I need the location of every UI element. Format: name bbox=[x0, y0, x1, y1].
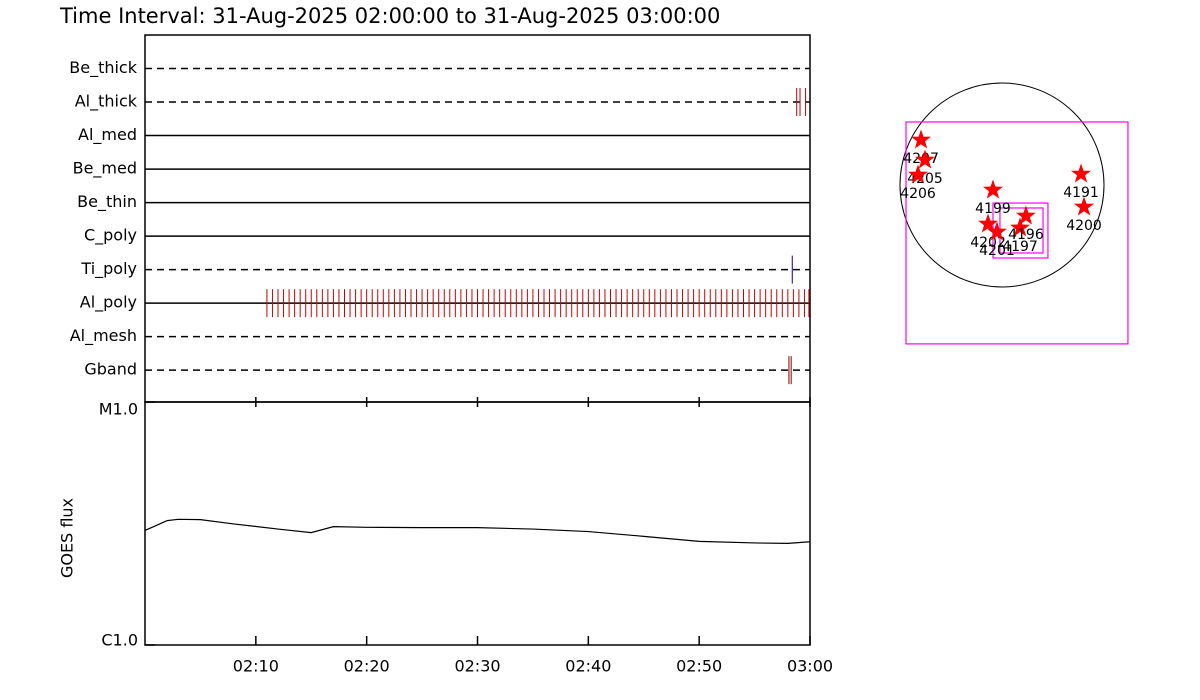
active-region bbox=[983, 179, 1003, 199]
active-region-label: 4197 bbox=[1002, 239, 1038, 255]
active-region bbox=[908, 164, 928, 184]
active-region bbox=[1074, 196, 1094, 216]
row-label: Be_med bbox=[73, 159, 137, 179]
row-label: Al_med bbox=[78, 125, 137, 145]
field-of-view bbox=[905, 121, 1129, 345]
x-tick-label: 02:10 bbox=[233, 657, 279, 676]
active-region bbox=[915, 149, 935, 169]
x-tick-label: 02:20 bbox=[344, 657, 390, 676]
row-label: Be_thick bbox=[69, 58, 137, 78]
active-region-label: 4196 bbox=[1008, 227, 1044, 243]
solar-disk bbox=[899, 82, 1105, 288]
y-tick-label: M1.0 bbox=[99, 400, 138, 419]
goes-frame bbox=[144, 401, 811, 646]
active-region-label: 4206 bbox=[900, 186, 936, 202]
active-region bbox=[1010, 217, 1030, 237]
row-label: Al_poly bbox=[80, 293, 137, 313]
active-region-label: 4202 bbox=[970, 235, 1006, 251]
row-label: Ti_poly bbox=[80, 259, 137, 279]
active-region-label: 4200 bbox=[1066, 218, 1102, 234]
x-tick-label: 02:40 bbox=[565, 657, 611, 676]
chart-title: Time Interval: 31-Aug-2025 02:00:00 to 3… bbox=[59, 4, 720, 28]
row-label: Gband bbox=[84, 360, 137, 379]
y-tick-label: C1.0 bbox=[101, 631, 138, 650]
x-tick-label: 02:50 bbox=[676, 657, 722, 676]
goes-curve bbox=[144, 518, 811, 544]
active-region-label: 4201 bbox=[979, 243, 1015, 259]
row-label: Al_thick bbox=[75, 92, 138, 112]
active-region-label: 4199 bbox=[975, 201, 1011, 217]
timeline-frame bbox=[144, 34, 811, 403]
y-axis-label: GOES flux bbox=[58, 498, 77, 578]
x-tick-label: 03:00 bbox=[787, 657, 833, 676]
active-region bbox=[1071, 163, 1091, 183]
row-label: C_poly bbox=[84, 226, 137, 246]
row-label: Be_thin bbox=[77, 192, 137, 212]
active-region bbox=[978, 213, 998, 233]
active-region bbox=[911, 129, 931, 149]
active-region bbox=[987, 221, 1007, 241]
x-tick-label: 02:30 bbox=[454, 657, 500, 676]
active-region bbox=[1016, 205, 1036, 225]
row-label: Al_mesh bbox=[70, 326, 137, 346]
active-region-label: 4191 bbox=[1063, 185, 1099, 201]
